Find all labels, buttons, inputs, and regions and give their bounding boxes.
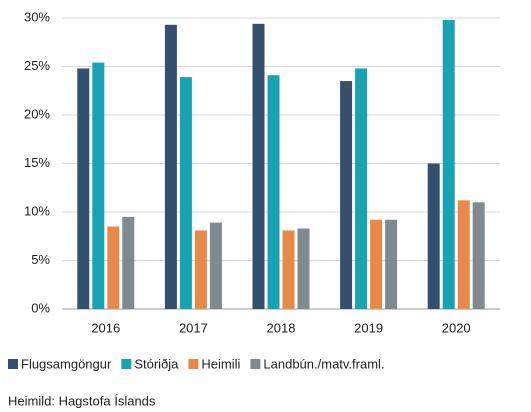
x-tick-label: 2020: [442, 320, 471, 335]
y-tick-label: 0%: [31, 300, 50, 315]
legend-swatch: [8, 359, 18, 369]
y-tick-label: 5%: [31, 252, 50, 267]
legend-swatch: [188, 359, 199, 369]
bar: [77, 68, 90, 309]
x-tick-label: 2016: [91, 320, 120, 335]
legend-label: Flugsamgöngur: [21, 356, 112, 371]
legend-label: Heimili: [201, 356, 240, 371]
y-tick-label: 25%: [24, 58, 50, 73]
bar: [282, 230, 295, 309]
bar: [427, 163, 440, 309]
x-tick-label: 2019: [354, 320, 383, 335]
bar: [164, 24, 177, 309]
legend-swatch: [250, 359, 261, 369]
bar: [370, 219, 383, 309]
y-tick-label: 20%: [24, 106, 50, 121]
y-tick-label: 15%: [24, 155, 50, 170]
bar: [92, 62, 105, 310]
bar: [179, 77, 192, 309]
bar: [472, 202, 485, 309]
bar: [209, 222, 222, 309]
bar: [355, 68, 368, 309]
source-note: Heimild: Hagstofa Íslands: [8, 393, 156, 408]
bar: [442, 19, 455, 309]
bar: [457, 200, 470, 309]
x-tick-label: 2018: [267, 320, 296, 335]
bar: [252, 23, 265, 309]
bar: [297, 228, 310, 309]
bar: [340, 81, 353, 309]
bar: [107, 226, 120, 309]
y-tick-label: 30%: [24, 9, 50, 24]
x-tick-label: 2017: [179, 320, 208, 335]
bar: [194, 230, 207, 309]
legend-label: Stóriðja: [134, 356, 179, 371]
legend-label: Landbún./matv.framl.: [263, 356, 384, 371]
bar: [385, 219, 398, 309]
bar: [122, 216, 135, 309]
bar: [267, 75, 280, 309]
legend-swatch: [121, 359, 132, 369]
y-tick-label: 10%: [24, 203, 50, 218]
